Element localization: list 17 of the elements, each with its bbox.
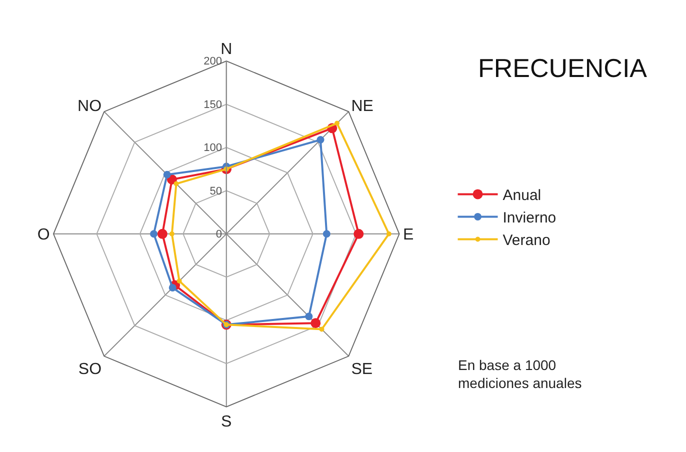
spoke-label: S <box>221 414 232 430</box>
spoke-label: NE <box>351 98 374 115</box>
spoke-label: O <box>37 226 50 244</box>
legend-label: Invierno <box>502 210 556 227</box>
spoke-label: SE <box>351 361 373 378</box>
chart-title: FRECUENCIA <box>478 52 648 83</box>
y-tick-label: 100 <box>204 142 222 154</box>
legend-label: Anual <box>502 187 542 204</box>
spoke-label: NO <box>78 98 102 115</box>
spoke-label: E <box>402 226 414 244</box>
text: En base a 1000 mediciones anuales <box>458 357 582 392</box>
spoke-label: N <box>220 41 232 58</box>
y-tick-label: 50 <box>210 185 222 198</box>
y-tick-label: 150 <box>204 98 222 111</box>
spoke-label: SO <box>78 361 102 378</box>
y-tick-label: 200 <box>204 56 222 68</box>
legend-label: Verano <box>502 232 550 250</box>
